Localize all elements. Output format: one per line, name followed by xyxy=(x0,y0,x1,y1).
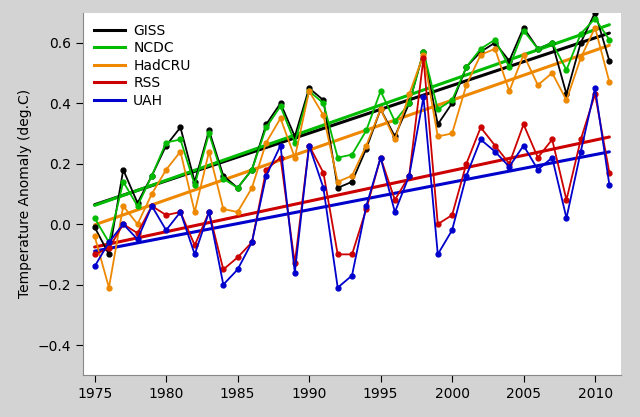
Legend: GISS, NCDC, HadCRU, RSS, UAH: GISS, NCDC, HadCRU, RSS, UAH xyxy=(90,20,195,112)
Y-axis label: Temperature Anomaly (deg.C): Temperature Anomaly (deg.C) xyxy=(19,89,33,299)
